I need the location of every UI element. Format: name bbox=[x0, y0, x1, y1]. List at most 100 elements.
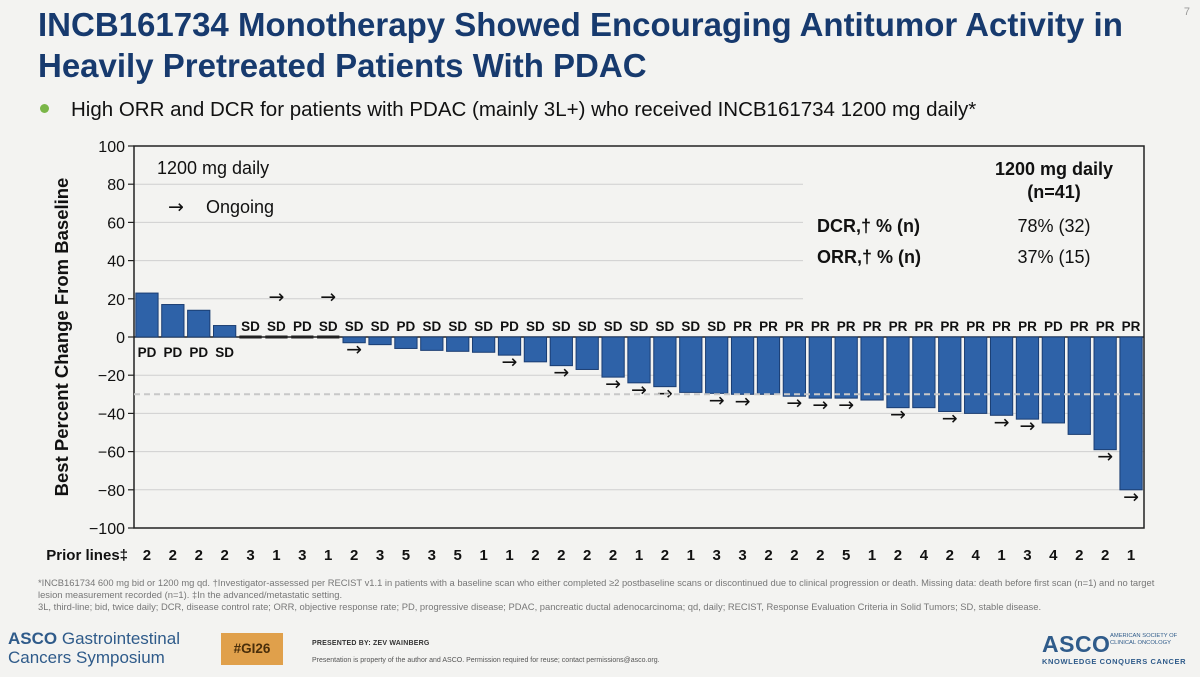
prior-lines-value: 5 bbox=[402, 547, 410, 564]
ongoing-arrow-icon: → bbox=[890, 404, 906, 426]
prior-lines-value: 2 bbox=[350, 547, 358, 564]
y-tick-label: −20 bbox=[98, 368, 125, 385]
ongoing-arrow-icon: → bbox=[1097, 446, 1113, 468]
response-label: PR bbox=[1122, 319, 1141, 334]
response-label: PR bbox=[992, 319, 1011, 334]
asco-fullname-line2: CLINICAL ONCOLOGY bbox=[1110, 640, 1171, 646]
prior-lines-value: 2 bbox=[531, 547, 539, 564]
prior-lines-label: Prior lines‡ bbox=[46, 547, 128, 564]
response-label: PR bbox=[785, 319, 804, 334]
prior-lines-value: 2 bbox=[894, 547, 902, 564]
asco-fullname: AMERICAN SOCIETY OF CLINICAL ONCOLOGY bbox=[1110, 633, 1190, 647]
bar bbox=[989, 336, 1014, 416]
prior-lines-value: 1 bbox=[687, 547, 695, 564]
response-label: SD bbox=[707, 319, 726, 334]
response-label: PR bbox=[759, 319, 778, 334]
prior-lines-value: 2 bbox=[169, 547, 177, 564]
response-label: PD bbox=[293, 319, 312, 334]
y-axis-label: Best Percent Change From Baseline bbox=[51, 178, 72, 497]
prior-lines-value: 1 bbox=[505, 547, 513, 564]
bar bbox=[342, 336, 366, 344]
response-label: SD bbox=[681, 319, 700, 334]
symposium-logo-line2: Cancers Symposium bbox=[8, 648, 165, 667]
bar bbox=[368, 336, 392, 346]
bar bbox=[239, 335, 262, 339]
bar bbox=[601, 336, 625, 378]
response-label: SD bbox=[371, 319, 390, 334]
footnotes: *INCB161734 600 mg bid or 1200 mg qd. †I… bbox=[38, 577, 1158, 612]
ongoing-arrow-icon: → bbox=[1020, 415, 1036, 437]
bar bbox=[523, 336, 548, 363]
bar bbox=[446, 336, 470, 352]
ongoing-arrow-icon: → bbox=[605, 373, 621, 395]
response-label: SD bbox=[448, 319, 467, 334]
bullet-point: High ORR and DCR for patients with PDAC … bbox=[40, 98, 976, 122]
footnote-1: *INCB161734 600 mg bid or 1200 mg qd. †I… bbox=[38, 577, 1155, 600]
prior-lines-value: 1 bbox=[868, 547, 876, 564]
prior-lines-value: 4 bbox=[1049, 547, 1058, 564]
summary-header-line2: (n=41) bbox=[1027, 182, 1081, 202]
summary-row-label: DCR,† % (n) bbox=[817, 216, 920, 236]
y-tick-label: −100 bbox=[89, 521, 125, 538]
ongoing-arrow-icon: → bbox=[786, 392, 802, 414]
bar bbox=[161, 304, 185, 338]
bar bbox=[912, 336, 936, 409]
summary-row-value: 37% (15) bbox=[1017, 247, 1090, 267]
prior-lines-value: 2 bbox=[220, 547, 228, 564]
response-label: SD bbox=[630, 319, 649, 334]
prior-lines-value: 3 bbox=[1023, 547, 1031, 564]
prior-lines-value: 5 bbox=[842, 547, 850, 564]
prior-lines-value: 1 bbox=[1127, 547, 1135, 564]
ongoing-arrow-icon: → bbox=[553, 362, 569, 384]
response-label: PD bbox=[1044, 319, 1063, 334]
ongoing-arrow-icon: → bbox=[838, 394, 854, 416]
asco-tagline: KNOWLEDGE CONQUERS CANCER bbox=[1042, 657, 1187, 666]
response-label: PD bbox=[163, 345, 182, 360]
response-label: SD bbox=[474, 319, 493, 334]
footnote-2: 3L, third-line; bid, twice daily; DCR, d… bbox=[38, 600, 1042, 612]
prior-lines-value: 2 bbox=[195, 547, 203, 564]
presenter-credit: PRESENTED BY: ZEV WAINBERG bbox=[312, 640, 430, 647]
prior-lines-value: 5 bbox=[454, 547, 462, 564]
prior-lines-value: 1 bbox=[997, 547, 1005, 564]
bar bbox=[1067, 336, 1091, 435]
bullet-dot-icon bbox=[40, 104, 49, 113]
bar bbox=[964, 336, 988, 414]
y-tick-label: 0 bbox=[116, 330, 125, 347]
legend-ongoing: Ongoing bbox=[206, 197, 274, 217]
hashtag-badge: #GI26 bbox=[221, 633, 283, 665]
bar bbox=[575, 336, 599, 370]
asco-logo: ASCO bbox=[1042, 631, 1111, 657]
prior-lines-value: 1 bbox=[272, 547, 280, 564]
response-label: SD bbox=[345, 319, 364, 334]
bar bbox=[938, 336, 962, 412]
bar bbox=[782, 336, 807, 397]
ongoing-arrow-icon: → bbox=[994, 411, 1010, 433]
response-label: PR bbox=[863, 319, 882, 334]
bar bbox=[394, 336, 418, 349]
response-label: SD bbox=[656, 319, 675, 334]
symposium-logo-asco: ASCO bbox=[8, 629, 58, 648]
ongoing-arrow-icon: → bbox=[709, 389, 725, 411]
prior-lines-value: 2 bbox=[1075, 547, 1083, 564]
prior-lines-value: 2 bbox=[143, 547, 151, 564]
prior-lines-value: 2 bbox=[1101, 547, 1109, 564]
response-label: PR bbox=[1018, 319, 1037, 334]
bar bbox=[1041, 336, 1065, 424]
bar bbox=[730, 336, 755, 395]
response-label: PD bbox=[138, 345, 157, 360]
prior-lines-value: 2 bbox=[816, 547, 824, 564]
response-label: PD bbox=[500, 319, 519, 334]
bar bbox=[265, 335, 288, 339]
prior-lines-value: 2 bbox=[661, 547, 669, 564]
slide-number: 7 bbox=[1183, 6, 1190, 18]
ongoing-arrow-icon: → bbox=[812, 394, 828, 416]
ongoing-arrow-icon: → bbox=[320, 286, 336, 308]
prior-lines-value: 3 bbox=[713, 547, 721, 564]
legend-arrow-icon: → bbox=[168, 196, 184, 218]
bar bbox=[291, 335, 314, 339]
prior-lines-value: 4 bbox=[920, 547, 929, 564]
response-label: SD bbox=[215, 345, 234, 360]
prior-lines-value: 3 bbox=[738, 547, 746, 564]
response-label: PD bbox=[397, 319, 416, 334]
